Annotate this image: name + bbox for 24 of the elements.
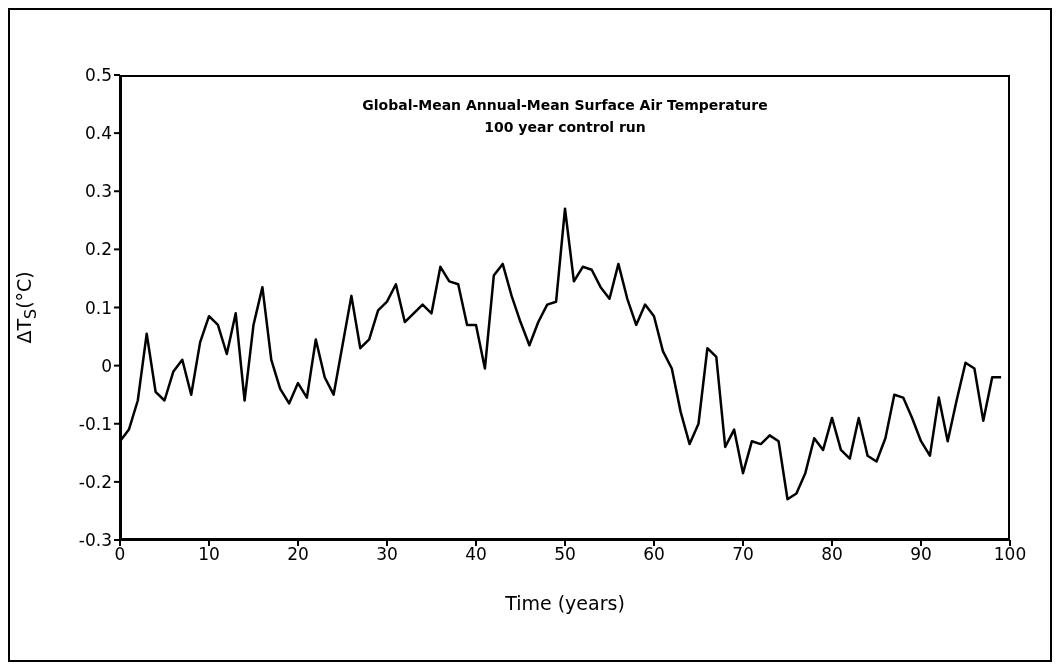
- y-tick-label: -0.3: [78, 530, 112, 551]
- x-tick-label: 90: [910, 544, 932, 565]
- x-axis-title: Time (years): [504, 592, 626, 614]
- x-tick-label: 20: [287, 544, 309, 565]
- y-tick-label: 0.2: [84, 239, 112, 260]
- y-tick-label: 0.3: [84, 181, 112, 202]
- y-tick-label: -0.1: [78, 413, 112, 434]
- x-tick-label: 40: [465, 544, 487, 565]
- text: 100 year control run: [483, 119, 647, 135]
- x-tick-label: 70: [732, 544, 754, 565]
- text: Global-Mean Annual-Mean Surface Air Temperature: [361, 97, 769, 113]
- y-tick-label: 0.1: [84, 297, 112, 318]
- y-tick-label: -0.2: [78, 471, 112, 492]
- line-series: [120, 207, 1003, 501]
- x-tick-label: 100: [993, 544, 1027, 565]
- x-tick-label: 30: [376, 544, 398, 565]
- x-tick-label: 0: [114, 544, 126, 565]
- y-tick-label: 0.4: [84, 123, 112, 144]
- x-tick-label: 10: [198, 544, 220, 565]
- x-tick-label: 80: [821, 544, 843, 565]
- y-tick-label: 0: [101, 355, 112, 376]
- x-tick-label: 50: [554, 544, 576, 565]
- x-tick-label: 60: [643, 544, 665, 565]
- y-tick-label: 0.5: [84, 65, 112, 86]
